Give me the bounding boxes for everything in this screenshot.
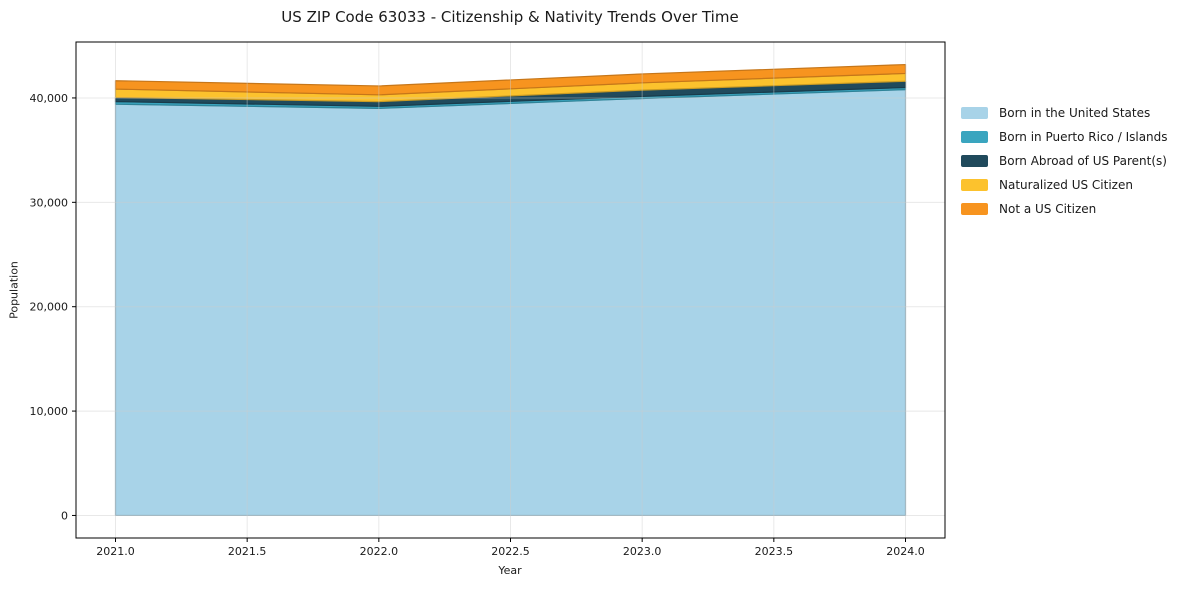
chart-title: US ZIP Code 63033 - Citizenship & Nativi… <box>281 8 739 26</box>
legend-item-naturalized-us-citizen: Naturalized US Citizen <box>961 173 1168 197</box>
tick-label-x-2022.5: 2022.5 <box>491 545 530 558</box>
legend-label-naturalized-us-citizen: Naturalized US Citizen <box>999 178 1133 192</box>
tick-label-y-0: 0 <box>61 509 68 522</box>
tick-label-x-2021.0: 2021.0 <box>96 545 135 558</box>
tick-label-x-2023.0: 2023.0 <box>623 545 662 558</box>
legend-item-not-a-us-citizen: Not a US Citizen <box>961 197 1168 221</box>
legend-item-born-in-the-united-states: Born in the United States <box>961 101 1168 125</box>
area-not-a-us-citizen <box>114 63 907 96</box>
legend-label-not-a-us-citizen: Not a US Citizen <box>999 202 1097 216</box>
legend-swatch-not-a-us-citizen <box>961 203 988 215</box>
tick-label-y-30,000: 30,000 <box>30 196 69 209</box>
x-axis-label: Year <box>498 564 522 577</box>
tick-label-y-40,000: 40,000 <box>30 92 69 105</box>
legend-label-born-in-puerto-rico-islands: Born in Puerto Rico / Islands <box>999 130 1168 144</box>
tick-label-x-2024.0: 2024.0 <box>886 545 925 558</box>
legend-item-born-in-puerto-rico-islands: Born in Puerto Rico / Islands <box>961 125 1168 149</box>
legend-label-born-in-the-united-states: Born in the United States <box>999 106 1151 120</box>
legend-swatch-born-in-the-united-states <box>961 107 988 119</box>
tick-label-x-2021.5: 2021.5 <box>228 545 267 558</box>
tick-label-x-2023.5: 2023.5 <box>755 545 794 558</box>
legend-swatch-born-in-puerto-rico-islands <box>961 131 988 143</box>
tick-label-y-10,000: 10,000 <box>30 405 69 418</box>
tick-label-x-2022.0: 2022.0 <box>360 545 399 558</box>
legend-item-born-abroad-of-us-parent-s: Born Abroad of US Parent(s) <box>961 149 1168 173</box>
legend-swatch-born-abroad-of-us-parent-s <box>961 155 988 167</box>
legend-swatch-naturalized-us-citizen <box>961 179 988 191</box>
tick-label-y-20,000: 20,000 <box>30 301 69 314</box>
legend-label-born-abroad-of-us-parent-s: Born Abroad of US Parent(s) <box>999 154 1167 168</box>
legend: Born in the United States Born in Puerto … <box>961 101 1168 221</box>
